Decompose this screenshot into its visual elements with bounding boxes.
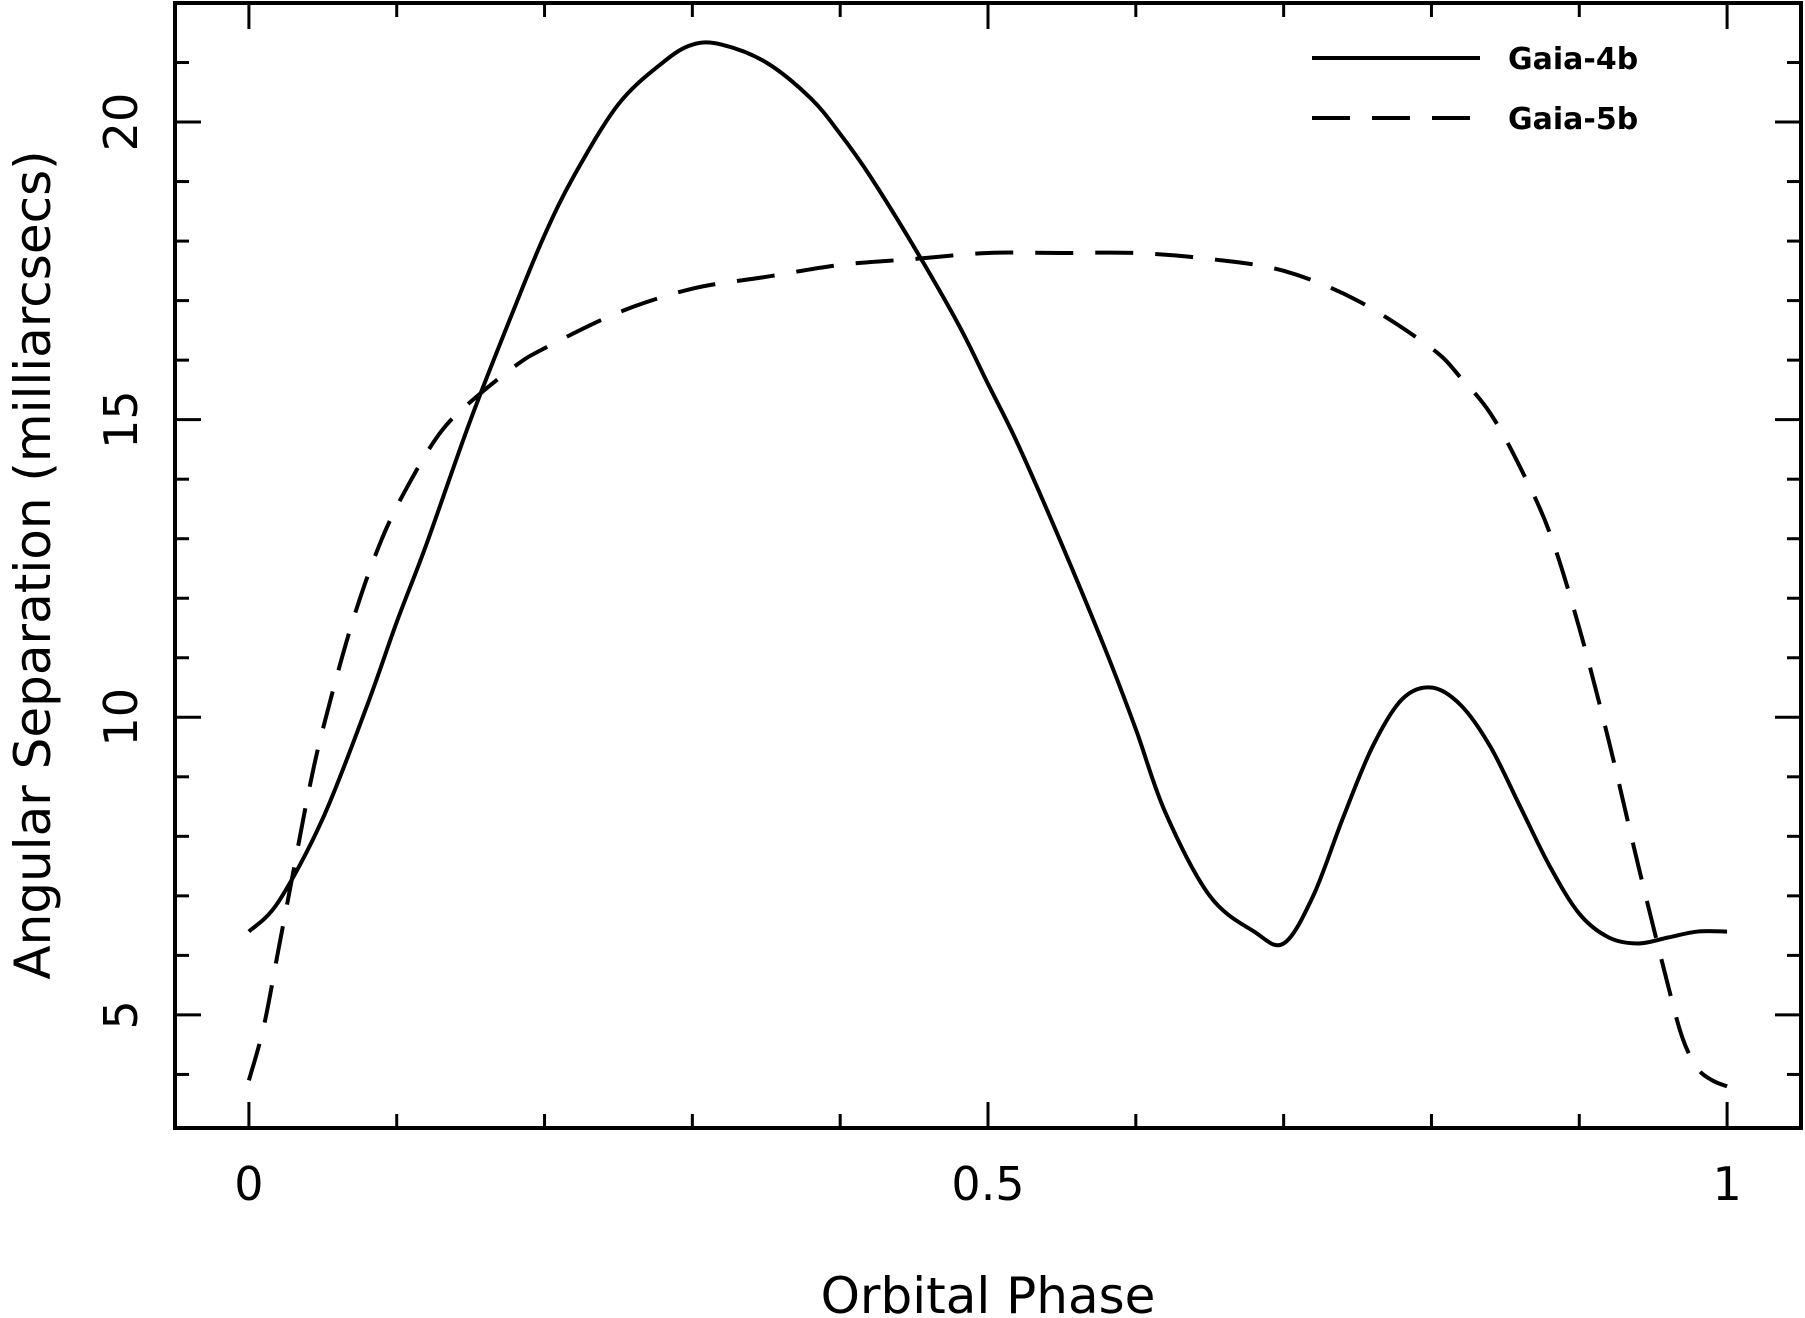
x-axis-title: Orbital Phase (821, 1267, 1156, 1318)
y-tick-label: 15 (94, 390, 148, 449)
axis-ticks (175, 3, 1801, 1128)
series-line-gaia-4b (247, 40, 1728, 948)
y-tick-label: 5 (94, 1000, 148, 1029)
y-tick-label: 20 (94, 93, 148, 152)
series-line-gaia-5b (246, 250, 1728, 1089)
x-tick-label: 0.5 (951, 1157, 1024, 1211)
y-tick-label: 10 (94, 688, 148, 747)
x-tick-label: 1 (1712, 1157, 1741, 1211)
legend-label: Gaia-5b (1508, 102, 1638, 137)
legend: Gaia-4b Gaia-5b (1312, 42, 1638, 137)
x-tick-label: 0 (234, 1157, 263, 1211)
legend-label: Gaia-4b (1508, 42, 1638, 77)
series-lines (246, 40, 1728, 1089)
y-axis-title: Angular Separation (milliarcsecs) (4, 150, 62, 979)
plot-frame (173, 1, 1803, 1130)
